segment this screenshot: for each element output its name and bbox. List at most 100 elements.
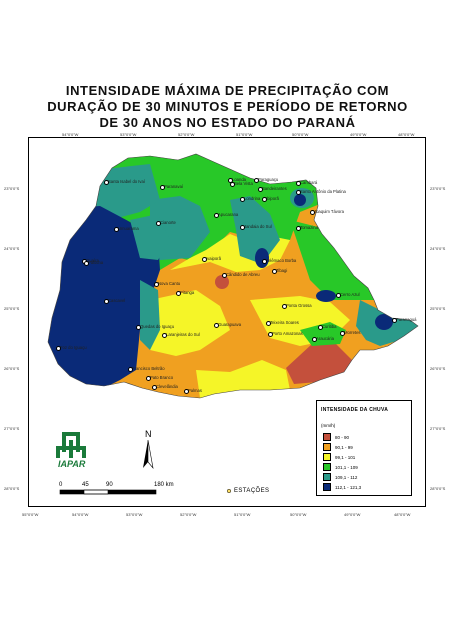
legend-row: 90,1 - 99 (323, 443, 353, 451)
scale-label-90: 90 (106, 482, 113, 488)
station-dot-icon (272, 269, 277, 274)
scale-label-45: 45 (82, 482, 89, 488)
tick-right-6: 28°0'0"S (430, 486, 446, 491)
tick-right-5: 27°0'0"S (430, 426, 446, 431)
station-dot-icon (240, 197, 245, 202)
station-dot-icon (296, 181, 301, 186)
tick-left-3: 25°0'0"S (4, 306, 20, 311)
scale-bar (59, 489, 157, 495)
city-label: Bandeirantes (262, 186, 287, 191)
station-dot-icon (56, 346, 61, 351)
tick-left-2: 24°0'0"S (4, 246, 20, 251)
north-arrow-icon (143, 439, 154, 470)
city-label: Laranjeiras do Sul (166, 332, 200, 337)
legend-row: 112,1 - 121,3 (323, 483, 361, 491)
precipitation-layers (48, 154, 418, 398)
city-label: Nova Cantu (158, 281, 181, 286)
tick-right-2: 24°0'0"S (430, 246, 446, 251)
tick-left-5: 27°0'0"S (4, 426, 20, 431)
legend-swatch (323, 433, 331, 441)
legend-row: 99,1 - 101 (323, 453, 355, 461)
city-label: Ibiporã (266, 196, 279, 201)
title-line-2: DURAÇÃO DE 30 MINUTOS E PERÍODO DE RETOR… (47, 99, 408, 114)
station-dot-icon (104, 180, 109, 185)
station-dot-icon (214, 213, 219, 218)
station-dot-icon (318, 325, 323, 330)
legend-label: 109,1 - 112 (335, 474, 358, 480)
zone-80-90-pitanga (215, 275, 229, 289)
station-dot-icon (152, 385, 157, 390)
tick-right-4: 26°0'0"S (430, 366, 446, 371)
zone-112-121-cambara (294, 194, 306, 206)
station-dot-icon (296, 226, 301, 231)
city-label: Araucária (316, 336, 334, 341)
city-label: Loanda (232, 177, 246, 182)
city-label: Clevelândia (156, 384, 178, 389)
city-label: Ponta Grossa (286, 303, 312, 308)
tick-top-1: 54°0'0"W (62, 132, 79, 137)
zone-109-112-iguacu (140, 280, 160, 350)
stations-label: ESTAÇÕES (234, 488, 270, 494)
zone-101-109-curitiba (300, 322, 346, 346)
north-label: N (145, 429, 152, 439)
tick-top-7: 48°0'0"W (398, 132, 415, 137)
legend-row: 101,1 - 109 (323, 463, 358, 471)
zone-101-109-east (290, 220, 380, 300)
city-label: Cianorte (160, 220, 176, 225)
city-label: Curitiba (322, 324, 337, 329)
legend-swatch (323, 443, 331, 451)
tick-bottom-6: 50°0'0"W (290, 512, 307, 517)
tick-bottom-5: 51°0'0"W (234, 512, 251, 517)
city-label: Pitanga (180, 290, 195, 295)
legend: INTENSIDADE DA CHUVA (mm/h) 80 - 90 90,1… (316, 400, 412, 496)
station-dot-icon (162, 333, 167, 338)
tick-bottom-7: 49°0'0"W (344, 512, 361, 517)
station-dot-icon (222, 273, 227, 278)
city-label: Morretes (344, 330, 361, 335)
city-label: Palotina (88, 260, 104, 265)
city-label: Paraguaçu (258, 177, 279, 182)
station-dot-icon (202, 257, 207, 262)
station-dot-icon (312, 337, 317, 342)
tick-left-1: 23°0'0"S (4, 186, 20, 191)
legend-swatch (323, 453, 331, 461)
station-dot-icon (282, 304, 287, 309)
zone-112-121-cerro-azul (316, 290, 336, 302)
tick-right-3: 25°0'0"S (430, 306, 446, 311)
city-label: Londrina (244, 196, 261, 201)
station-dot-icon (156, 221, 161, 226)
tick-top-3: 52°0'0"W (178, 132, 195, 137)
city-label: Guarapuava (218, 322, 242, 327)
station-dot-icon (336, 293, 341, 298)
city-label: Guaíra (86, 258, 99, 263)
legend-swatch (323, 463, 331, 471)
legend-row: 109,1 - 112 (323, 473, 357, 481)
station-marker-icon (226, 488, 232, 494)
city-label: Apucarana (218, 212, 239, 217)
legend-row: 80 - 90 (323, 433, 349, 441)
state-boundary (47, 153, 419, 399)
station-dot-icon (154, 282, 159, 287)
station-dot-icon (176, 291, 181, 296)
legend-label: 101,1 - 109 (335, 464, 358, 470)
station-dot-icon (184, 389, 189, 394)
legend-title: INTENSIDADE DA CHUVA (321, 407, 389, 413)
station-dot-icon (160, 185, 165, 190)
station-dot-icon (230, 182, 235, 187)
city-label: Tomazina (300, 225, 318, 230)
legend-swatch (323, 473, 331, 481)
zone-99-101-center (150, 290, 230, 356)
city-label: Francisco Beltrão (132, 366, 165, 371)
city-label: Tibagi (276, 268, 288, 273)
city-label: Pato Branco (150, 375, 174, 380)
zone-99-101-palmas (196, 360, 290, 398)
station-dot-icon (214, 323, 219, 328)
scale-label-180: 180 km (154, 482, 174, 488)
zone-112-121-oeste (48, 206, 160, 390)
legend-label: 90,1 - 99 (335, 444, 353, 450)
station-dot-icon (84, 261, 89, 266)
station-dot-icon (104, 299, 109, 304)
station-dot-icon (266, 321, 271, 326)
city-label: Joaquim Távora (314, 209, 344, 214)
